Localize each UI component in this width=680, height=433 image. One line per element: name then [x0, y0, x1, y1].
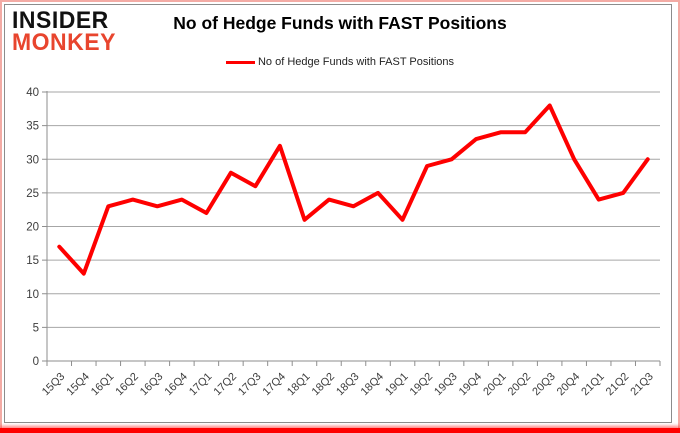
y-axis-label: 10 [26, 289, 39, 301]
logo-text-monkey: MONKEY [12, 28, 116, 56]
x-axis-label: 15Q3 [40, 371, 68, 399]
legend: No of Hedge Funds with FAST Positions [0, 56, 680, 68]
y-axis-label: 30 [26, 154, 39, 166]
y-axis-label: 5 [33, 322, 39, 334]
x-axis-label: 18Q1 [285, 371, 313, 399]
y-axis-label: 15 [26, 255, 39, 267]
x-axis-label: 18Q4 [359, 371, 387, 399]
x-axis-label: 16Q2 [113, 371, 141, 399]
insider-monkey-logo: INSIDER MONKEY [12, 5, 116, 56]
legend-line-marker [225, 60, 255, 64]
x-axis-label: 20Q4 [555, 371, 583, 399]
x-axis-label: 17Q1 [187, 371, 215, 399]
x-axis-label: 18Q2 [310, 371, 338, 399]
legend-label: No of Hedge Funds with FAST Positions [257, 56, 455, 68]
chart-title: No of Hedge Funds with FAST Positions [173, 13, 507, 33]
y-axis-label: 35 [26, 121, 39, 133]
x-axis-label: 19Q3 [432, 371, 460, 399]
x-axis-label: 20Q3 [530, 371, 558, 399]
x-axis-label: 17Q4 [261, 371, 289, 399]
x-axis-label: 17Q2 [211, 371, 239, 399]
series-line [57, 103, 650, 276]
y-axis-label: 40 [26, 87, 39, 99]
x-axis-label: 21Q2 [604, 371, 632, 399]
x-axis-label: 21Q1 [579, 371, 607, 399]
x-axis-label: 17Q3 [236, 371, 264, 399]
x-axis-label: 19Q4 [457, 371, 485, 399]
x-axis-label: 16Q1 [89, 371, 117, 399]
x-axis-label: 20Q1 [481, 371, 509, 399]
bottom-red-border [0, 428, 680, 433]
x-axis-label: 18Q3 [334, 371, 362, 399]
logo-text-insider: INSIDER [12, 5, 109, 34]
x-axis-label: 16Q4 [162, 371, 190, 399]
x-axis-label: 20Q2 [506, 371, 534, 399]
x-axis-label: 19Q1 [383, 371, 411, 399]
x-axis-label: 16Q3 [138, 371, 166, 399]
y-axis-label: 25 [26, 188, 39, 200]
y-axis-label: 20 [26, 222, 39, 234]
x-axis-label: 19Q2 [408, 371, 436, 399]
y-axis-label: 0 [33, 356, 39, 368]
x-axis-label: 15Q4 [64, 371, 92, 399]
x-axis-label: 21Q3 [628, 371, 656, 399]
